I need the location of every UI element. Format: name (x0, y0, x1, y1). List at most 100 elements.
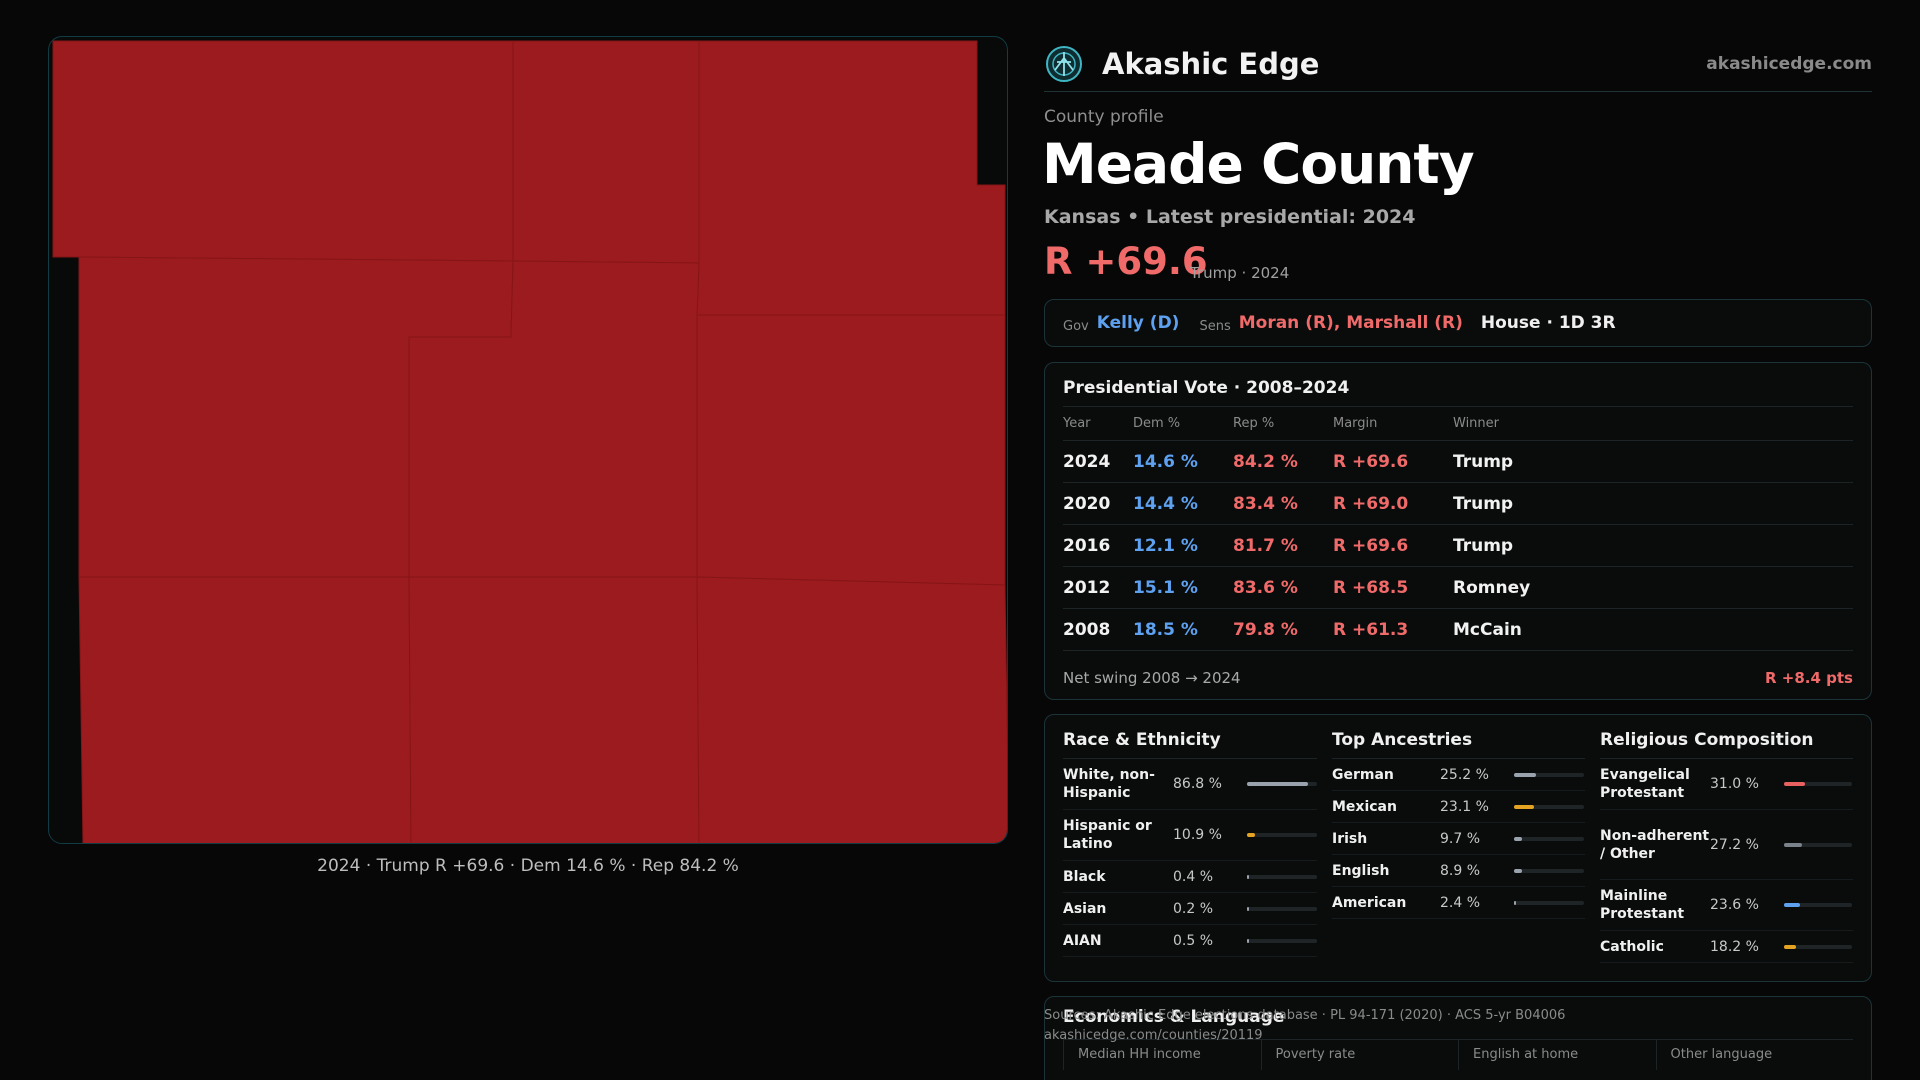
row-year: 2020 (1063, 493, 1111, 514)
ancestry-bar-fill (1514, 836, 1523, 841)
race-bar (1247, 782, 1317, 786)
religion-bar (1784, 944, 1852, 949)
race-label: White, non-Hispanic (1063, 767, 1155, 801)
governor-name: Kelly (D) (1096, 313, 1180, 333)
row-margin: R +69.6 (1333, 535, 1409, 556)
race-row: AIAN 0.5 % (1063, 925, 1317, 957)
religion-label: Mainline Protestant (1600, 888, 1685, 922)
map-township-shape[interactable] (52, 40, 514, 262)
race-value: 10.9 % (1173, 827, 1222, 843)
economics-panel: Economics & Language Median HH income Po… (1044, 996, 1872, 1080)
race-row: White, non-Hispanic 86.8 % (1063, 759, 1317, 810)
ancestry-bar-fill (1514, 868, 1522, 873)
row-rep: 83.4 % (1233, 493, 1298, 514)
race-bar (1247, 906, 1317, 911)
ancestry-row: German 25.2 % (1332, 759, 1585, 791)
map-township-shape[interactable] (512, 40, 700, 264)
map-township-shape[interactable] (696, 40, 1006, 316)
house-delegation: House · 1D 3R (1480, 313, 1616, 333)
econ-col-income: Median HH income (1063, 1040, 1261, 1070)
row-year: 2016 (1063, 535, 1111, 556)
ancestry-bar-fill (1514, 804, 1535, 809)
ancestry-bar-fill (1514, 900, 1517, 905)
religion-row: Catholic 18.2 % (1600, 931, 1853, 963)
row-winner: Trump (1453, 493, 1514, 514)
race-ethnicity-section: Race & Ethnicity White, non-Hispanic 86.8… (1063, 715, 1317, 981)
religion-bar (1784, 842, 1852, 847)
county-subtitle: Kansas • Latest presidential: 2024 (1044, 206, 1416, 228)
net-swing-label: Net swing 2008 → 2024 (1063, 669, 1241, 687)
header-dem: Dem % (1133, 416, 1181, 431)
profile-label: County profile (1044, 107, 1164, 127)
row-year: 2008 (1063, 619, 1111, 640)
officials-bar: Gov Kelly (D) Sens Moran (R), Marshall (… (1044, 299, 1872, 347)
religion-bar (1784, 782, 1852, 786)
table-row: 2016 12.1 % 81.7 % R +69.6 Trump (1063, 525, 1853, 567)
religion-row: Evangelical Protestant 31.0 % (1600, 759, 1853, 810)
religion-bar-fill (1784, 903, 1801, 907)
religion-row: Non-adherent / Other 27.2 % (1600, 810, 1853, 880)
map-township-shape[interactable] (78, 576, 412, 844)
race-bar (1247, 874, 1317, 879)
header-year: Year (1063, 416, 1091, 431)
map-township-shape[interactable] (408, 576, 700, 844)
map-township-shape[interactable] (696, 314, 1006, 586)
race-bar-fill (1247, 833, 1255, 837)
race-label: Hispanic or Latino (1063, 818, 1152, 852)
race-row: Hispanic or Latino 10.9 % (1063, 810, 1317, 861)
race-bar (1247, 938, 1317, 943)
economics-columns: Median HH income Poverty rate English at… (1063, 1039, 1853, 1070)
map-township-shape[interactable] (696, 576, 1008, 844)
brand-header: Akashic Edge akashicedge.com (1044, 36, 1872, 92)
ancestry-label: Mexican (1332, 798, 1397, 815)
religion-bar-fill (1784, 842, 1803, 847)
table-row: 2024 14.6 % 84.2 % R +69.6 Trump (1063, 441, 1853, 483)
race-bar-fill (1247, 938, 1249, 943)
row-dem: 14.6 % (1133, 451, 1198, 472)
ancestry-value: 25.2 % (1440, 766, 1489, 783)
ancestry-label: German (1332, 766, 1394, 783)
brand-url-link[interactable]: akashicedge.com (1706, 53, 1872, 74)
race-value: 0.5 % (1173, 932, 1214, 949)
senators-names: Moran (R), Marshall (R) (1238, 313, 1463, 333)
header-margin: Margin (1333, 416, 1378, 431)
sources-note: Sources: Akashic Edge elections database… (1044, 1006, 1565, 1046)
ancestry-bar (1514, 868, 1584, 873)
header-rep: Rep % (1233, 416, 1275, 431)
ancestry-bar (1514, 772, 1584, 777)
ancestry-row: Irish 9.7 % (1332, 823, 1585, 855)
county-map[interactable] (48, 36, 1008, 844)
brand-name: Akashic Edge (1102, 46, 1320, 81)
net-swing-value: R +8.4 pts (1765, 669, 1853, 687)
race-row: Asian 0.2 % (1063, 893, 1317, 925)
ancestry-row: American 2.4 % (1332, 887, 1585, 919)
race-title: Race & Ethnicity (1063, 715, 1317, 759)
county-map-shapes (52, 40, 1008, 844)
net-swing-row: Net swing 2008 → 2024 R +8.4 pts (1063, 651, 1853, 705)
religion-label: Non-adherent / Other (1600, 827, 1710, 862)
ancestry-title: Top Ancestries (1332, 715, 1585, 759)
religion-value: 27.2 % (1710, 836, 1759, 853)
ancestry-bar (1514, 836, 1584, 841)
sources-link[interactable]: akashicedge.com/counties/20119 (1044, 1028, 1263, 1043)
row-winner: Trump (1453, 535, 1514, 556)
akashic-logo-icon (1046, 45, 1082, 82)
religion-bar-fill (1784, 782, 1806, 786)
ancestries-section: Top Ancestries German 25.2 % Mexican 23.1 %… (1332, 715, 1585, 981)
presidential-title: Presidential Vote · 2008–2024 (1063, 363, 1853, 407)
row-rep: 79.8 % (1233, 619, 1298, 640)
ancestry-value: 9.7 % (1440, 830, 1481, 847)
race-value: 0.2 % (1173, 900, 1214, 917)
econ-col-poverty: Poverty rate (1260, 1040, 1459, 1070)
ancestry-row: Mexican 23.1 % (1332, 791, 1585, 823)
ancestry-label: American (1332, 894, 1407, 911)
ancestry-label: English (1332, 862, 1390, 879)
religion-value: 23.6 % (1710, 897, 1759, 913)
religion-section: Religious Composition Evangelical Protes… (1600, 715, 1853, 981)
religion-row: Mainline Protestant 23.6 % (1600, 880, 1853, 931)
economics-title: Economics & Language (1063, 1007, 1285, 1027)
row-margin: R +68.5 (1333, 577, 1409, 598)
presidential-vote-panel: Presidential Vote · 2008–2024 Year Dem %… (1044, 362, 1872, 700)
race-label: Asian (1063, 900, 1107, 917)
row-margin: R +61.3 (1333, 619, 1409, 640)
